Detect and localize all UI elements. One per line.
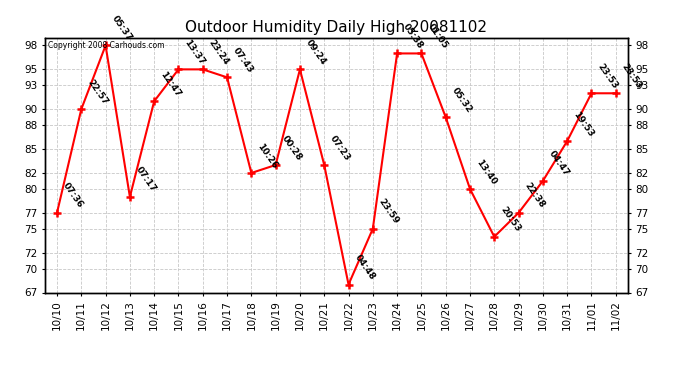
- Text: 23:53: 23:53: [620, 62, 644, 90]
- Text: 22:38: 22:38: [523, 182, 546, 210]
- Text: 13:37: 13:37: [183, 38, 206, 67]
- Text: 05:38: 05:38: [402, 22, 425, 51]
- Text: 01:05: 01:05: [426, 22, 449, 51]
- Text: 04:47: 04:47: [547, 149, 571, 178]
- Text: 23:24: 23:24: [207, 38, 230, 67]
- Text: 10:26: 10:26: [255, 142, 279, 170]
- Text: 09:24: 09:24: [304, 38, 328, 67]
- Text: 05:37: 05:37: [110, 14, 134, 43]
- Text: 05:32: 05:32: [450, 86, 473, 114]
- Title: Outdoor Humidity Daily High 20081102: Outdoor Humidity Daily High 20081102: [186, 20, 487, 35]
- Text: 07:43: 07:43: [231, 46, 255, 75]
- Text: 13:40: 13:40: [474, 158, 498, 186]
- Text: 22:57: 22:57: [86, 78, 109, 106]
- Text: 23:53: 23:53: [595, 62, 620, 90]
- Text: 00:28: 00:28: [280, 134, 304, 162]
- Text: 07:36: 07:36: [61, 182, 85, 210]
- Text: 23:59: 23:59: [377, 197, 401, 226]
- Text: 04:48: 04:48: [353, 253, 377, 282]
- Text: 19:53: 19:53: [571, 110, 595, 138]
- Text: 12:47: 12:47: [158, 70, 182, 99]
- Text: 07:17: 07:17: [134, 165, 158, 194]
- Text: 20:53: 20:53: [498, 206, 522, 234]
- Text: Copyright 2008 Carhouds.com: Copyright 2008 Carhouds.com: [48, 41, 164, 50]
- Text: 07:23: 07:23: [328, 134, 352, 162]
